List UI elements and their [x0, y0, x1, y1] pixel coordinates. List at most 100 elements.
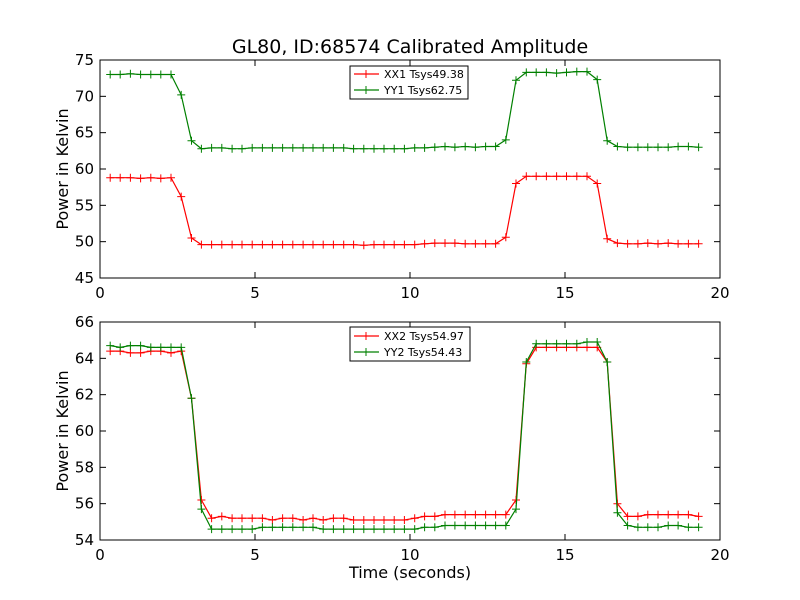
- bottom-series-2-point: [420, 523, 429, 532]
- bottom-series-2-point: [461, 521, 470, 530]
- top-series-1-point: [674, 239, 683, 248]
- top-series-1-point: [481, 239, 490, 248]
- bottom-series-2-point: [146, 343, 155, 352]
- top-series-1-point: [390, 240, 399, 249]
- bottom-series-2-point: [177, 343, 186, 352]
- top-x-tick-label: 5: [250, 284, 260, 302]
- bottom-series-2-point: [359, 525, 368, 534]
- top-series-2-point: [684, 142, 693, 151]
- top-series-1-point: [471, 239, 480, 248]
- top-series-1-point: [197, 240, 206, 249]
- top-series-2-point: [450, 143, 459, 152]
- bottom-series-2-point: [664, 521, 673, 530]
- bottom-series-2-point: [248, 525, 257, 534]
- bottom-series-1-point: [207, 514, 216, 523]
- bottom-legend-box: [349, 326, 471, 362]
- bottom-series-2-point: [106, 341, 115, 350]
- top-series-2-point: [370, 144, 378, 153]
- bottom-series-1-point: [248, 514, 257, 523]
- bottom-series-2-point: [217, 525, 226, 534]
- top-series-1-point: [664, 239, 673, 248]
- top-series-1-point: [217, 240, 226, 249]
- top-series-1-point: [339, 240, 348, 249]
- top-series-2-point: [177, 90, 186, 99]
- bottom-series-2-point: [633, 523, 642, 532]
- bottom-y-tick-label: 58: [75, 458, 94, 476]
- top-series-1-point: [643, 239, 652, 248]
- bottom-series-2-point: [471, 521, 480, 530]
- top-y-tick-label: 60: [75, 160, 94, 178]
- top-series-1-point: [177, 192, 186, 201]
- top-series-2-point: [258, 143, 267, 152]
- bottom-series-1-point: [278, 514, 287, 523]
- bottom-series-2-point: [501, 521, 510, 530]
- bottom-x-tick-label: 15: [555, 546, 574, 564]
- bottom-series-2-point: [572, 339, 581, 348]
- top-series-2-point: [319, 143, 328, 152]
- bottom-series-2-point: [562, 339, 571, 348]
- bottom-series-2-point: [309, 523, 317, 532]
- top-series-2-point: [390, 144, 399, 153]
- top-series-2-point: [441, 142, 449, 151]
- bottom-legend-marker-1: [362, 332, 370, 340]
- top-series-1-point: [694, 239, 703, 248]
- top-series-1-point: [187, 234, 196, 242]
- bottom-series-1-point: [633, 512, 642, 521]
- top-series-2-point: [288, 143, 297, 152]
- top-series-2-point: [410, 143, 419, 152]
- bottom-y-axis-label: Power in Kelvin: [53, 370, 72, 491]
- top-series-2-point: [471, 143, 480, 152]
- bottom-series-2-point: [380, 525, 388, 534]
- bottom-y-tick-label: 62: [75, 386, 94, 404]
- top-series-1-point: [562, 172, 571, 181]
- bottom-series-2-point: [481, 521, 490, 530]
- top-series-2-point: [329, 143, 338, 152]
- top-series-1-point: [532, 172, 541, 181]
- top-series: [106, 67, 703, 250]
- bottom-series-1-point: [420, 512, 429, 521]
- top-series-2-point: [278, 143, 287, 152]
- top-series-1-point: [501, 233, 510, 242]
- top-series-1-point: [593, 179, 602, 188]
- bottom-series-2-point: [522, 358, 531, 366]
- top-series-1-point: [116, 173, 125, 182]
- bottom-legend-marker-2: [362, 348, 370, 356]
- top-series-2-point: [643, 143, 652, 152]
- top-series-1-point: [146, 173, 155, 182]
- bottom-series-1-point: [471, 510, 480, 519]
- bottom-series-2-point: [430, 523, 439, 532]
- bottom-series-2-point: [167, 343, 175, 352]
- top-series-2-point: [481, 142, 490, 151]
- top-series-2-point: [633, 143, 642, 152]
- top-series-2-point: [248, 143, 257, 152]
- bottom-panel: 0 5 10 15 20 54 56 58 60 62 64 66 Power in Kelvin T…: [53, 313, 730, 582]
- top-series-2-point: [187, 136, 196, 145]
- bottom-legend: XX2 Tsys54.97 YY2 Tsys54.43: [349, 326, 471, 362]
- bottom-series-2-point: [116, 343, 125, 352]
- top-x-tick-label: 10: [400, 284, 419, 302]
- top-series-2-point: [146, 70, 155, 79]
- top-series-1-point: [552, 172, 561, 181]
- top-series-1-point: [370, 240, 378, 249]
- bottom-series-1-point: [430, 512, 439, 521]
- bottom-series-1-point: [410, 514, 419, 523]
- top-series-1-point: [491, 239, 500, 248]
- top-legend-label-2: YY1 Tsys62.75: [383, 84, 462, 97]
- bottom-y-tick-label: 54: [75, 531, 94, 549]
- top-series-1-point: [167, 173, 175, 182]
- top-series-1-point: [319, 240, 328, 249]
- top-series-1-point: [228, 240, 237, 249]
- bottom-x-tick-label: 0: [95, 546, 105, 564]
- top-series-2-point: [349, 144, 358, 153]
- bottom-series-1-point: [339, 514, 348, 523]
- top-legend-label-1: XX1 Tsys49.38: [384, 68, 464, 81]
- bottom-series-2-point: [654, 523, 662, 532]
- top-series-1-point: [420, 239, 429, 248]
- top-series-2-point: [512, 76, 520, 85]
- top-series-2-point: [654, 143, 662, 152]
- top-series-2-point: [207, 143, 216, 152]
- top-series-1-point: [583, 172, 591, 181]
- top-series-1-point: [126, 173, 135, 182]
- top-series-1-point: [248, 240, 257, 249]
- top-series-2-point: [613, 142, 622, 151]
